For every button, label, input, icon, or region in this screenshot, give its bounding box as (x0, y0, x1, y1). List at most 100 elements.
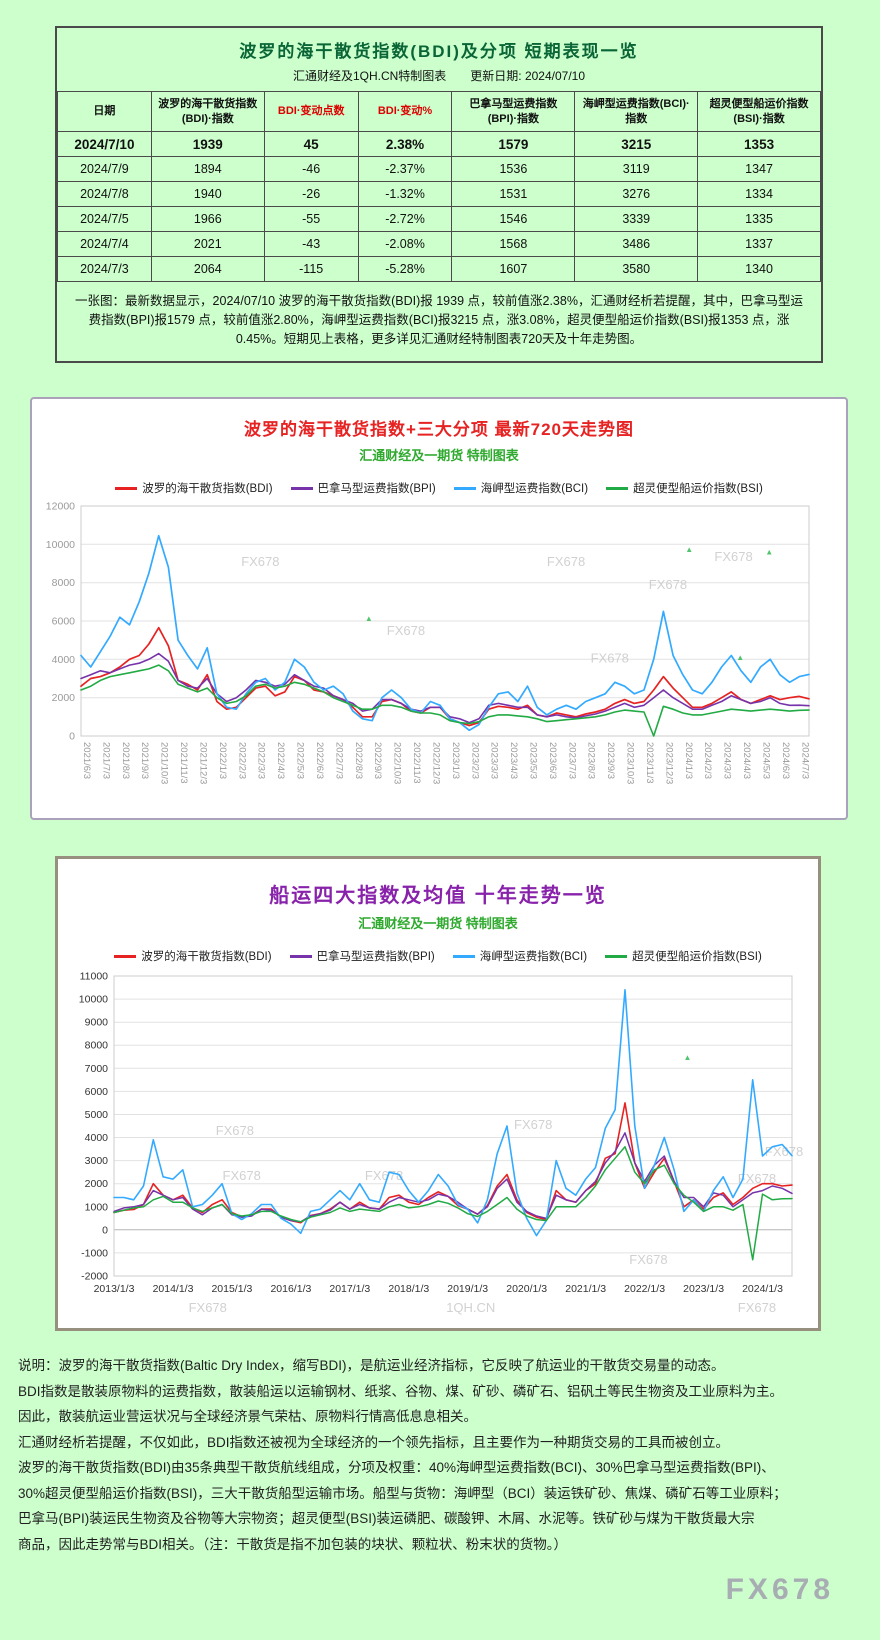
legend-item: 巴拿马型运费指数(BPI) (290, 480, 436, 496)
y-tick-label: 4000 (85, 1132, 109, 1144)
column-header: BDI·变动% (357, 91, 453, 132)
legend-swatch-icon (606, 486, 629, 490)
x-tick-label: 2017/1/3 (329, 1283, 370, 1295)
table-row: 2024/7/5 1966 -55 -2.72% 1546 3339 1335 (57, 206, 821, 232)
x-tick-label: 2022/10/3 (392, 742, 403, 784)
x-tick-label: 2023/5/3 (528, 742, 539, 779)
legend-label: 巴拿马型运费指数(BPI) (316, 951, 435, 963)
x-tick-label: 2024/5/3 (761, 742, 772, 779)
x-tick-label: 2023/8/3 (586, 742, 597, 779)
table-cell: 2024/7/8 (57, 181, 152, 207)
y-tick-label: 12000 (46, 501, 75, 513)
y-tick-label: 2000 (52, 692, 76, 704)
chart-720d-legend: 波罗的海干散货指数(BDI) 巴拿马型运费指数(BPI) 海岬型运费指数(BCI) 超… (32, 474, 846, 498)
chart-watermark: FX678 (629, 1252, 667, 1267)
x-tick-label: 2021/12/3 (198, 742, 209, 784)
y-tick-label: 6000 (52, 616, 76, 628)
chart-watermark: FX678 (765, 1144, 803, 1159)
y-tick-label: 7000 (85, 1063, 109, 1075)
column-header: 超灵便型船运价指数(BSI)·指数 (697, 91, 821, 132)
chart-720d-subtitle: 汇通财经及一期货 特制图表 (359, 448, 519, 463)
legend-label: 巴拿马型运费指数(BPI) (317, 483, 436, 495)
bdi-summary-panel: 波罗的海干散货指数(BDI)及分项 短期表现一览 汇通财经及1QH.CN特制图表… (55, 26, 823, 363)
legend-label: 波罗的海干散货指数(BDI) (142, 483, 273, 495)
table-cell: 1894 (150, 156, 265, 182)
x-tick-label: 2024/2/3 (702, 742, 713, 779)
column-header: BDI·变动点数 (263, 91, 359, 132)
table-row: 2024/7/10 1939 45 2.38% 1579 3215 1353 (57, 131, 821, 157)
y-tick-label: 9000 (85, 1017, 109, 1029)
chart-watermark: FX678 (216, 1123, 254, 1138)
series-line (113, 1132, 793, 1223)
table-cell: 1340 (697, 256, 821, 282)
x-tick-label: 2013/1/3 (94, 1283, 135, 1295)
table-cell: 1536 (451, 156, 576, 182)
legend-swatch-icon (452, 954, 475, 958)
table-cell: -5.28% (357, 256, 453, 282)
column-header: 巴拿马型运费指数(BPI)·指数 (451, 91, 576, 132)
table-cell: -1.32% (357, 181, 453, 207)
fx678-watermark: FX678 (725, 1573, 834, 1606)
explanation-line: 巴拿马(BPI)装运民生物资及谷物等大宗物资；超灵便型(BSI)装运磷肥、碳酸钾… (18, 1511, 755, 1526)
x-tick-label: 2022/4/3 (275, 742, 286, 779)
chart-watermark: FX678 (714, 549, 752, 564)
x-tick-label: 2022/11/3 (411, 742, 422, 784)
table-cell: 2021 (150, 231, 265, 257)
explanation-line: 说明：波罗的海干散货指数(Baltic Dry Index，缩写BDI)，是航运… (18, 1358, 725, 1373)
column-header: 日期 (57, 91, 152, 132)
table-cell: 3276 (574, 181, 699, 207)
explanation-line: 30%超灵便型船运价指数(BSI)，三大干散货船型运输市场。船型与货物：海岬型（… (18, 1485, 787, 1501)
y-tick-label: 10000 (79, 994, 108, 1006)
legend-item: 波罗的海干散货指数(BDI) (115, 480, 273, 496)
legend-label: 波罗的海干散货指数(BDI) (141, 951, 272, 963)
chart-720d-panel: 波罗的海干散货指数+三大分项 最新720天走势图 汇通财经及一期货 特制图表 波… (30, 397, 848, 820)
table-cell: -2.08% (357, 231, 453, 257)
table-cell: 2024/7/5 (57, 206, 152, 232)
chart-watermark: FX678 (547, 554, 585, 569)
legend-item: 海岬型运费指数(BCI) (452, 948, 587, 964)
y-tick-label: 4000 (52, 654, 76, 666)
x-tick-label: 2022/5/3 (295, 742, 306, 779)
series-line (113, 1102, 793, 1224)
y-tick-label: 2000 (85, 1178, 109, 1190)
table-cell: 3580 (574, 256, 699, 282)
x-tick-label: 2020/1/3 (506, 1283, 547, 1295)
series-line (80, 534, 810, 732)
chart-10y-title: 船运四大指数及均值 十年走势一览 (269, 885, 607, 907)
explanation-text: 说明：波罗的海干散货指数(Baltic Dry Index，缩写BDI)，是航运… (18, 1353, 866, 1557)
chart-watermark: FX678 (514, 1117, 552, 1132)
table-cell: 1939 (150, 131, 265, 157)
table-row: 2024/7/9 1894 -46 -2.37% 1536 3119 1347 (57, 156, 821, 182)
y-tick-label: 6000 (85, 1086, 109, 1098)
chart-watermark: ▲ (765, 547, 773, 556)
chart-watermark: ▲ (685, 545, 693, 554)
x-tick-label: 2021/9/3 (139, 742, 150, 779)
y-tick-label: -1000 (81, 1247, 108, 1259)
legend-swatch-icon (453, 486, 476, 490)
table-cell: 1579 (451, 131, 576, 157)
summary-subtitle: 汇通财经及1QH.CN特制图表 更新日期: 2024/07/10 (292, 69, 586, 83)
x-tick-label: 2021/7/3 (100, 742, 111, 779)
x-tick-label: 2014/1/3 (153, 1283, 194, 1295)
chart-watermark: FX678 (365, 1168, 403, 1183)
y-tick-label: -2000 (81, 1271, 108, 1283)
explanation-line: BDI指数是散装原物料的运费指数，散装船运以运输钢材、纸浆、谷物、煤、矿砂、磷矿… (18, 1383, 784, 1399)
chart-10y-plot: -2000 -1000 0 1000 2000 3000 4000 5000 6000 7000 8… (79, 971, 803, 1316)
x-tick-label: 2024/4/3 (741, 742, 752, 779)
y-tick-label: 11000 (80, 971, 109, 983)
explanation-line: 商品，因此走势常与BDI相关。（注：干散货是指不加包装的块状、颗粒状、粉末状的货… (18, 1536, 568, 1552)
explanation-line: 因此，散装航运业营运状况与全球经济景气荣枯、原物料行情高低息息相关。 (18, 1409, 477, 1424)
x-tick-label: 2022/2/3 (236, 742, 247, 779)
legend-swatch-icon (115, 486, 138, 490)
chart-watermark: ▲ (684, 1053, 692, 1062)
table-cell: 2.38% (357, 131, 453, 157)
chart-watermark: FX678 (591, 650, 629, 665)
table-cell: 1607 (451, 256, 576, 282)
table-cell: 1335 (697, 206, 821, 232)
table-row: 2024/7/3 2064 -115 -5.28% 1607 3580 1340 (57, 256, 821, 282)
x-tick-label: 2023/3/3 (489, 742, 500, 779)
chart-10y-panel: 船运四大指数及均值 十年走势一览 汇通财经及一期货 特制图表 波罗的海干散货指数… (55, 856, 821, 1331)
header-row: 日期 波罗的海干散货指数(BDI)·指数 BDI·变动点数 BDI·变动% 巴拿马型运费… (57, 91, 821, 132)
explanation-line: 汇通财经析若提醒，不仅如此，BDI指数还被视为全球经济的一个领先指标，且主要作为… (18, 1434, 730, 1450)
legend-item: 巴拿马型运费指数(BPI) (289, 948, 435, 964)
